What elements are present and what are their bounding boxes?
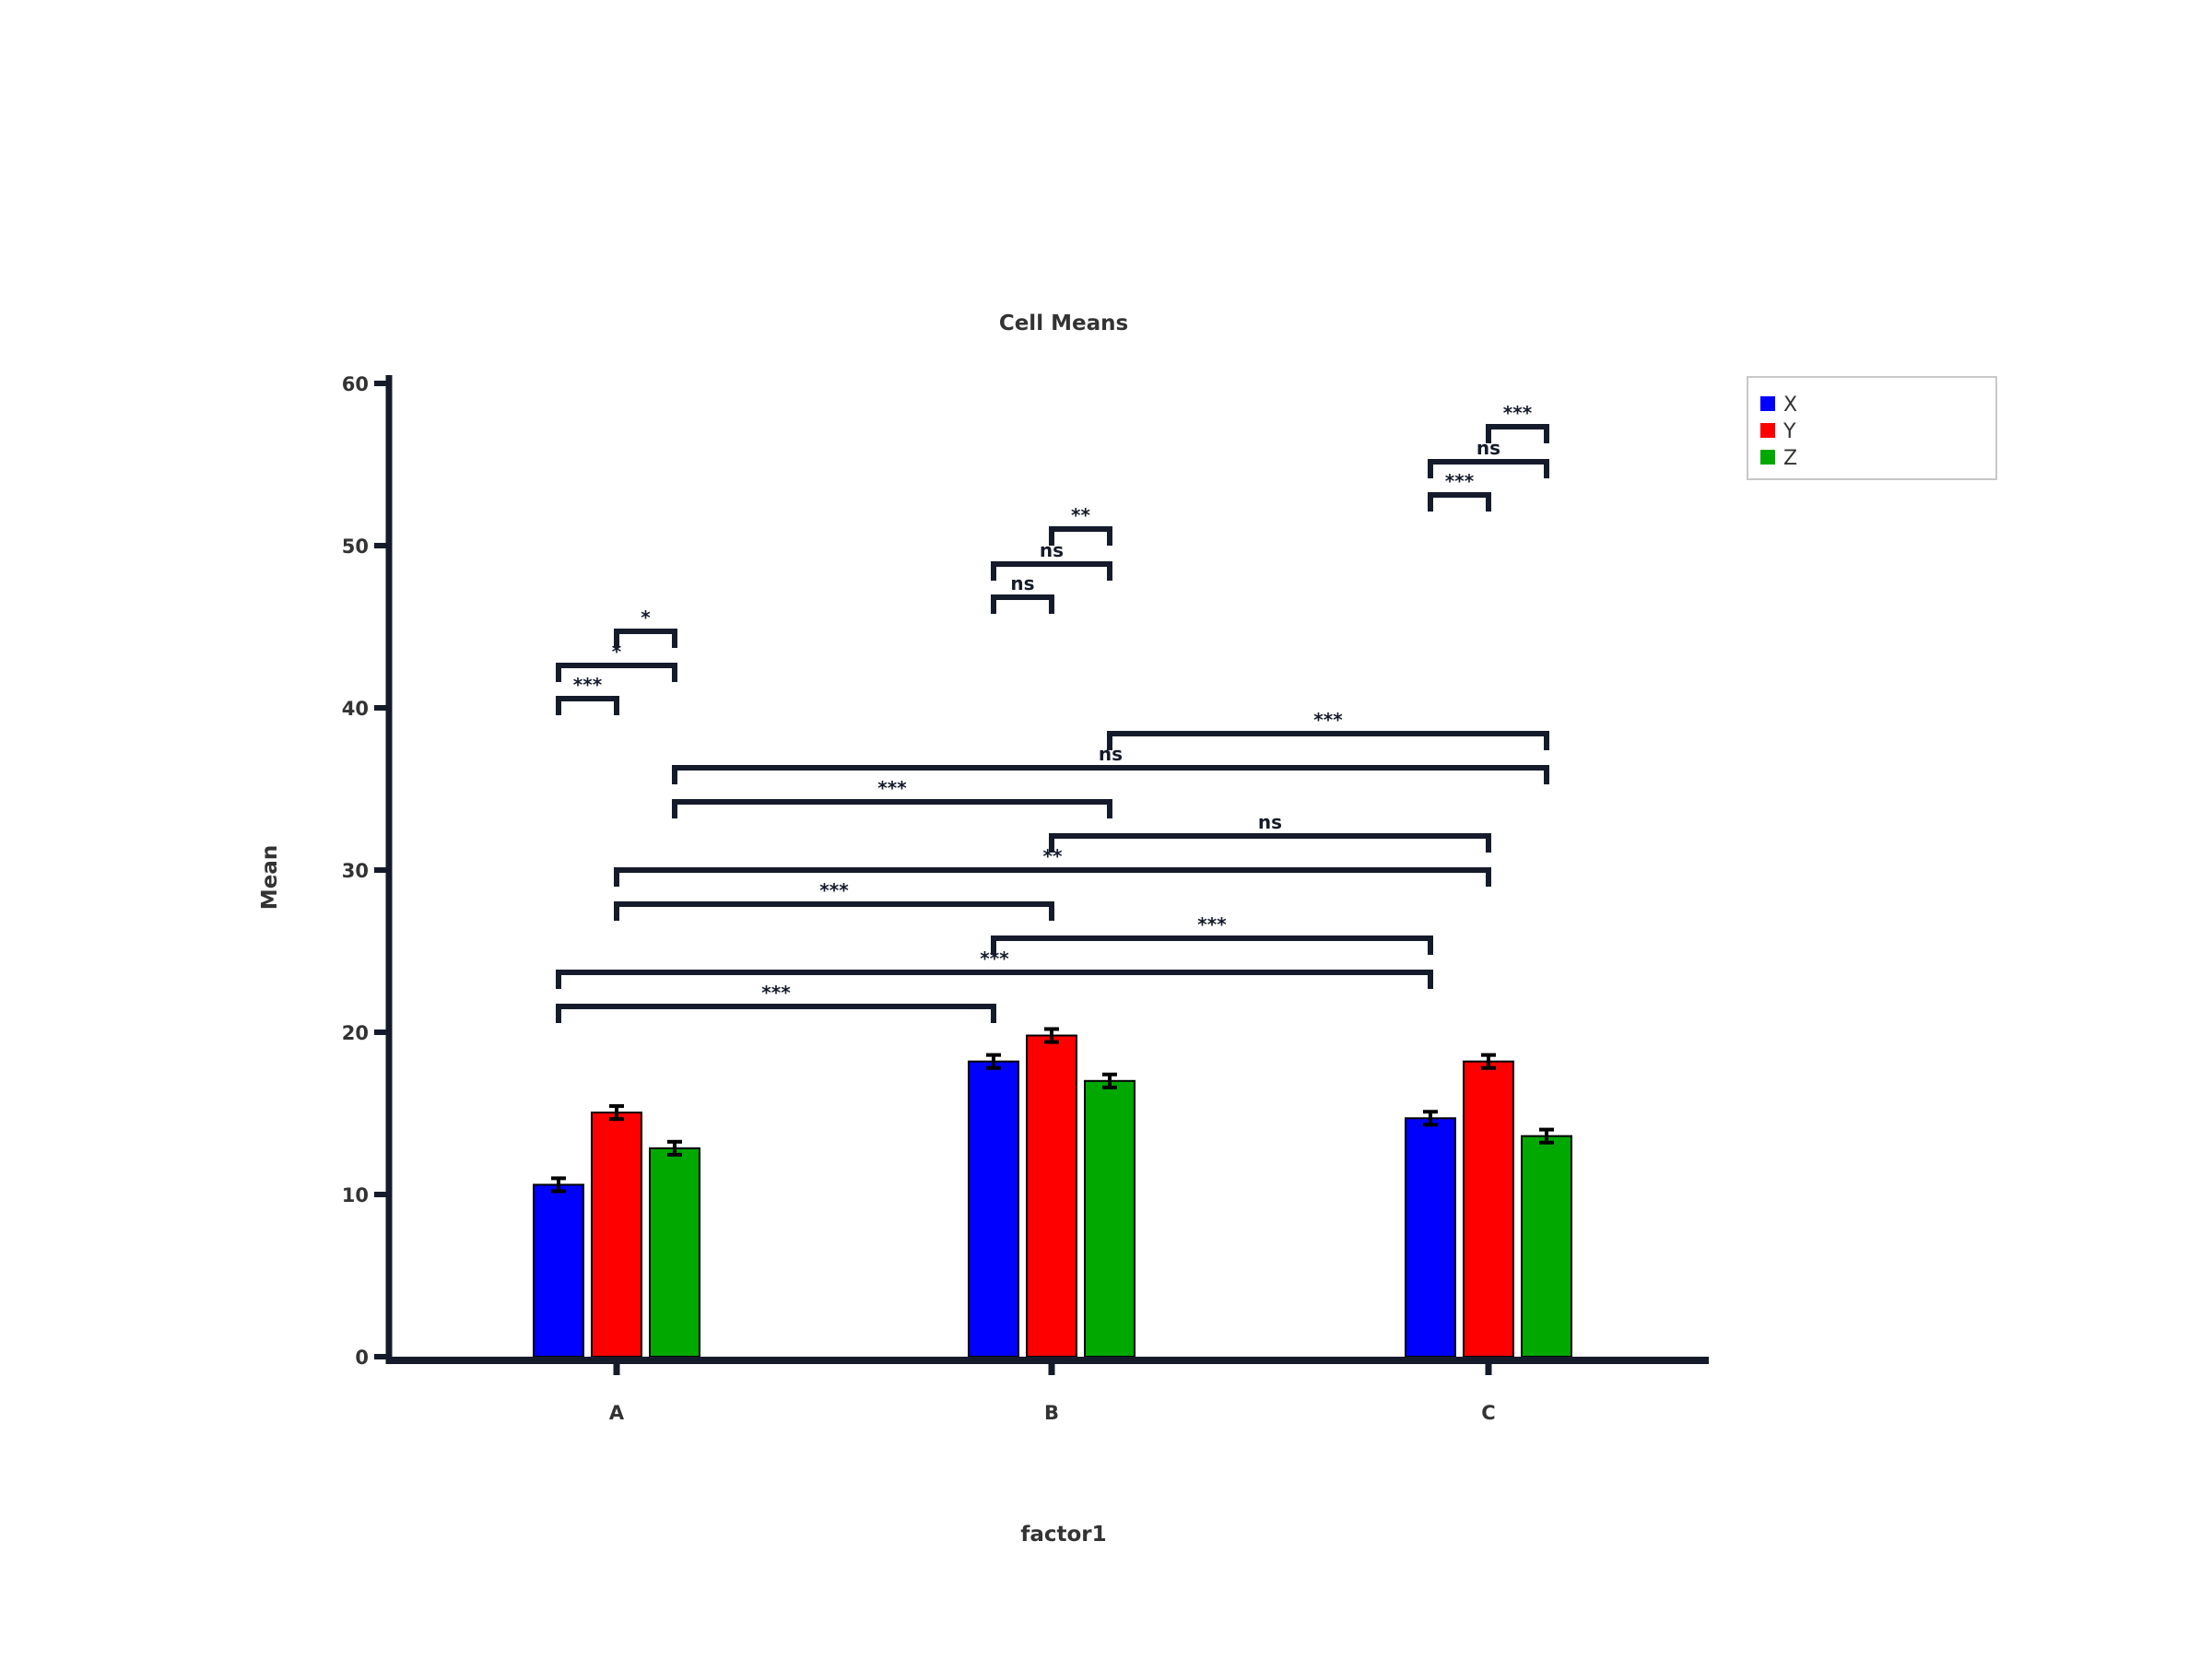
significance-bracket: ns — [991, 572, 1054, 614]
legend-item-X: X — [1760, 394, 1797, 417]
y-tick-label: 50 — [342, 535, 369, 558]
significance-bracket: *** — [1428, 470, 1491, 512]
legend-swatch — [1760, 423, 1775, 438]
y-tick-label: 40 — [342, 698, 369, 720]
x-axis-label: factor1 — [1020, 1523, 1106, 1547]
significance-label: *** — [761, 982, 791, 1004]
x-tick-label: C — [1481, 1402, 1495, 1424]
error-bar — [1481, 1053, 1496, 1070]
legend: XYZ — [1747, 376, 1997, 480]
y-tick-label: 60 — [342, 373, 369, 395]
significance-label: *** — [1197, 913, 1227, 935]
y-tick-label: 10 — [342, 1184, 369, 1206]
significance-bracket: * — [614, 606, 677, 648]
error-bar — [1102, 1072, 1117, 1089]
significance-label: ns — [1010, 572, 1034, 594]
error-bar — [609, 1104, 624, 1122]
significance-bracket: *** — [1486, 402, 1549, 443]
significance-label: * — [641, 606, 651, 629]
x-tick-label: B — [1044, 1402, 1059, 1424]
significance-label: *** — [819, 879, 849, 901]
bar-A-Y — [591, 1112, 642, 1358]
significance-label: *** — [573, 674, 603, 696]
y-tick-label: 0 — [355, 1347, 369, 1369]
bar-A-X — [533, 1183, 584, 1358]
chart-title: Cell Means — [999, 312, 1128, 335]
legend-item-Y: Y — [1760, 420, 1796, 443]
y-tick-label: 30 — [342, 860, 369, 882]
error-bar — [1423, 1110, 1438, 1127]
significance-label: *** — [1503, 402, 1533, 424]
significance-bracket: *** — [991, 913, 1433, 955]
significance-label: ** — [1043, 845, 1063, 867]
bar-C-Y — [1463, 1060, 1514, 1359]
significance-bracket: *** — [556, 947, 1433, 989]
error-bar — [986, 1053, 1001, 1070]
significance-label: *** — [1445, 470, 1475, 492]
error-bar — [551, 1176, 566, 1194]
bar-C-Z — [1521, 1135, 1572, 1359]
significance-bracket: ** — [1049, 504, 1112, 546]
y-axis-label: Mean — [258, 845, 282, 910]
legend-label: Y — [1783, 420, 1796, 443]
significance-bracket: *** — [1107, 709, 1549, 750]
error-bar — [667, 1139, 682, 1157]
significance-label: *** — [877, 777, 907, 799]
bar-B-X — [968, 1060, 1019, 1359]
bar-B-Y — [1026, 1034, 1077, 1359]
bar-C-X — [1405, 1117, 1456, 1359]
significance-brackets: *****nsns*****ns******ns***ns***********… — [556, 402, 1549, 1023]
significance-bracket: ** — [614, 845, 1491, 887]
x-tick-label: A — [609, 1402, 625, 1424]
significance-bracket: *** — [672, 777, 1112, 818]
legend-label: X — [1783, 394, 1797, 417]
significance-bracket: * — [556, 641, 677, 682]
legend-swatch — [1760, 396, 1775, 411]
y-tick-label: 20 — [342, 1022, 369, 1044]
significance-label: ns — [1099, 743, 1123, 765]
significance-bracket: ns — [672, 743, 1549, 784]
legend-label: Z — [1783, 447, 1797, 470]
legend-item-Z: Z — [1760, 447, 1797, 470]
significance-label: * — [612, 641, 622, 663]
axes: 0 10 20 30 40 50 60 A B C — [342, 373, 1709, 1424]
error-bar — [1044, 1027, 1059, 1044]
bars-layer — [533, 1027, 1572, 1359]
legend-box — [1747, 376, 1997, 480]
legend-swatch — [1760, 450, 1775, 465]
bar-B-Z — [1084, 1079, 1135, 1359]
significance-label: ns — [1258, 811, 1282, 833]
bar-A-Z — [649, 1147, 700, 1358]
significance-bracket: *** — [556, 674, 619, 715]
error-bar — [1539, 1127, 1554, 1145]
significance-bracket: *** — [556, 982, 996, 1023]
significance-bracket: *** — [614, 879, 1054, 921]
significance-label: *** — [1313, 709, 1343, 731]
significance-label: *** — [980, 947, 1009, 970]
significance-label: ** — [1071, 504, 1090, 526]
significance-bracket: ns — [1049, 811, 1491, 853]
